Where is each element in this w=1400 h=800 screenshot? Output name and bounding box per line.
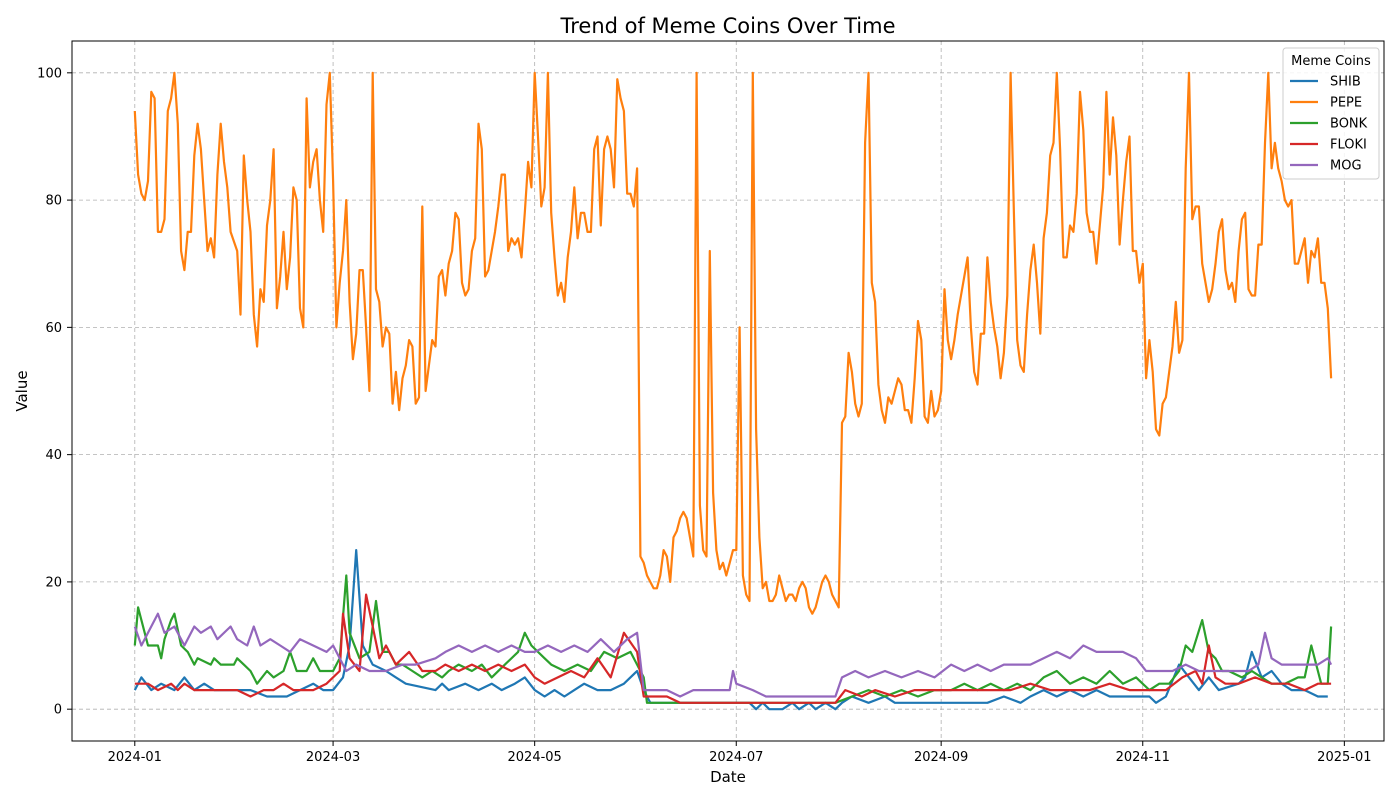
series-line-bonk: [133, 574, 1333, 704]
y-tick-label: 0: [54, 703, 62, 718]
x-axis-ticks: 2024-01 2024-03 2024-05 2024-07 2024-09 2024-…: [108, 741, 1372, 765]
x-tick-label: 2024-05: [508, 750, 562, 765]
y-tick-label: 60: [45, 321, 62, 336]
x-tick-label: 2024-07: [709, 750, 763, 765]
x-tick-label: 2024-01: [108, 750, 162, 765]
x-tick-label: 2024-11: [1116, 750, 1170, 765]
y-axis-label: Value: [13, 370, 31, 411]
legend-label-pepe: PEPE: [1330, 96, 1362, 111]
y-tick-label: 20: [45, 575, 62, 590]
legend-label-mog: MOG: [1330, 159, 1362, 174]
grid: [72, 41, 1384, 741]
plot-frame: [71, 40, 1385, 742]
x-tick-label: 2025-01: [1317, 750, 1371, 765]
series-lines: [133, 71, 1333, 711]
y-axis-ticks: 0 20 40 60 80 100: [37, 66, 72, 718]
legend-label-floki: FLOKI: [1330, 138, 1367, 153]
series-line-floki: [134, 593, 1332, 704]
legend: Meme Coins SHIB PEPE BONK FLOKI MOG: [1282, 47, 1380, 180]
y-tick-label: 40: [45, 448, 62, 463]
y-tick-label: 100: [37, 66, 62, 81]
legend-label-shib: SHIB: [1330, 75, 1361, 90]
x-tick-label: 2024-09: [914, 750, 968, 765]
y-tick-label: 80: [45, 194, 62, 209]
series-line-mog: [133, 612, 1333, 698]
legend-title: Meme Coins: [1291, 54, 1371, 69]
x-axis-label: Date: [710, 768, 746, 786]
x-tick-label: 2024-03: [306, 750, 360, 765]
series-line-pepe: [133, 71, 1333, 615]
chart-title: Trend of Meme Coins Over Time: [559, 14, 895, 38]
legend-label-bonk: BONK: [1330, 117, 1368, 132]
